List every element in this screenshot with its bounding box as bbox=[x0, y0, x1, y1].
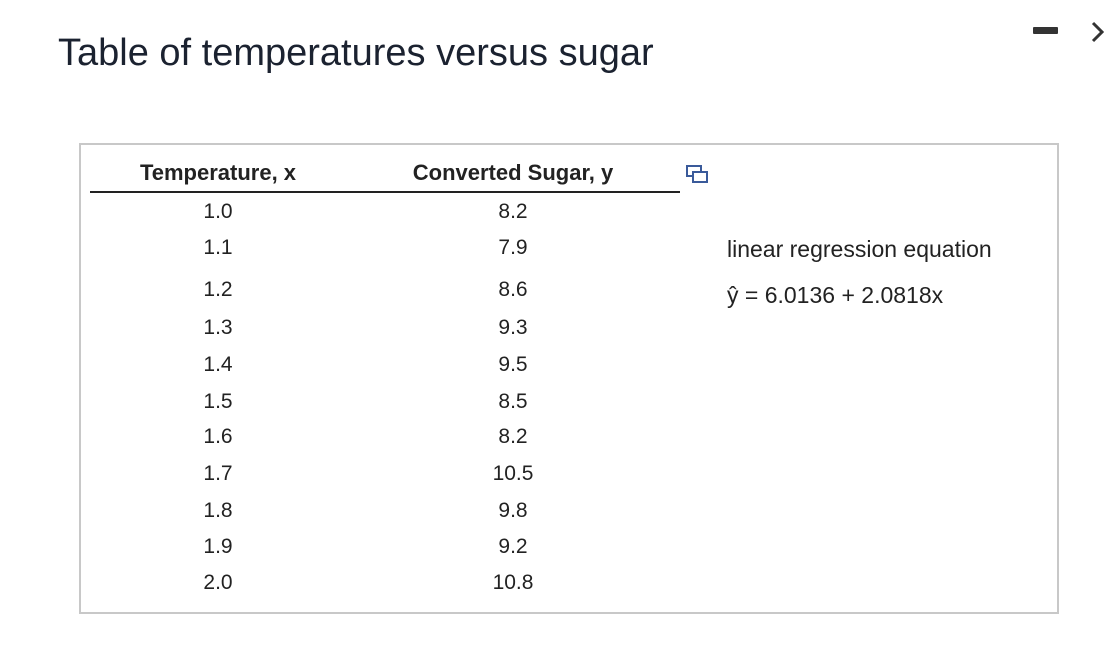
table-cell: 1.3 bbox=[203, 316, 233, 339]
table-cell: 1.6 bbox=[203, 425, 233, 448]
table-cell: 1.9 bbox=[203, 535, 233, 558]
table-cell: 1.0 bbox=[203, 200, 233, 223]
table-cell: 1.1 bbox=[203, 236, 233, 259]
table-cell: 9.2 bbox=[498, 535, 528, 558]
column-header: Converted Sugar, y bbox=[412, 160, 614, 185]
table-cell: 8.2 bbox=[498, 200, 528, 223]
table-cell: 8.2 bbox=[498, 425, 528, 448]
table-cell: 2.0 bbox=[203, 571, 233, 594]
table-cell: 9.5 bbox=[498, 353, 528, 376]
minimize-button[interactable] bbox=[1033, 27, 1058, 34]
regression-label: linear regression equation bbox=[727, 236, 992, 262]
table-cell: 1.8 bbox=[203, 499, 233, 522]
table-cell: 9.3 bbox=[498, 316, 528, 339]
table-cell: 7.9 bbox=[498, 236, 528, 259]
table-cell: 8.5 bbox=[498, 390, 528, 413]
regression-equation: ŷ = 6.0136 + 2.0818x bbox=[727, 282, 944, 308]
table-cell: 1.7 bbox=[203, 462, 233, 485]
copy-icon[interactable] bbox=[686, 165, 710, 185]
table-cell: 9.8 bbox=[498, 499, 528, 522]
close-icon[interactable] bbox=[1090, 20, 1104, 44]
table-cell: 10.5 bbox=[492, 462, 534, 485]
table-cell: 1.4 bbox=[203, 353, 233, 376]
table-cell: 10.8 bbox=[492, 571, 534, 594]
header-rule bbox=[90, 191, 680, 193]
table-panel bbox=[79, 143, 1059, 614]
column-header: Temperature, x bbox=[139, 160, 297, 185]
table-cell: 1.2 bbox=[203, 278, 233, 301]
table-cell: 1.5 bbox=[203, 390, 233, 413]
page-title: Table of temperatures versus sugar bbox=[58, 32, 654, 74]
table-cell: 8.6 bbox=[498, 278, 528, 301]
